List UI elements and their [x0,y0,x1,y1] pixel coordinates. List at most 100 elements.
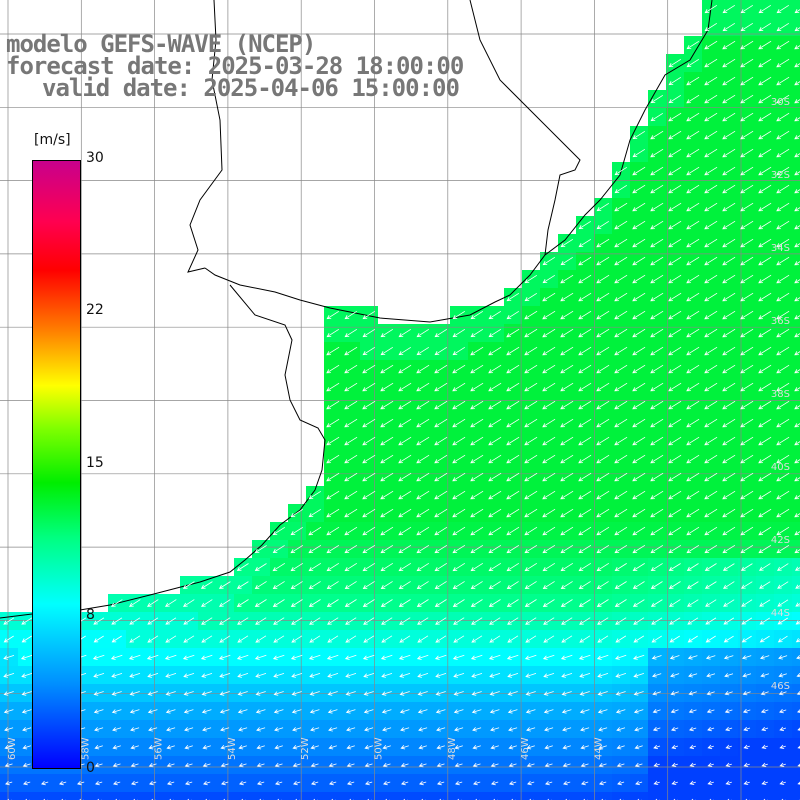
wind-arrow [722,472,736,482]
wind-arrow [651,635,663,643]
wind-arrow [362,544,376,554]
wind-speed-cell [792,486,800,504]
wind-arrow [344,599,357,607]
wind-arrow [526,727,536,732]
wind-arrow [416,436,430,446]
wind-arrow [705,655,716,660]
wind-arrow [398,544,412,554]
wind-speed-cell [594,792,612,800]
wind-arrow [220,762,229,768]
wind-arrow [705,635,716,643]
wind-arrow [740,292,754,302]
wind-arrow [311,780,319,786]
wind-arrow [741,635,752,643]
wind-speed-cell [522,792,540,800]
wind-arrow [507,635,519,643]
wind-arrow [130,762,139,768]
wind-arrow [308,654,321,660]
wind-arrow [291,691,302,696]
wind-arrow [470,581,483,590]
wind-arrow [488,382,502,392]
wind-arrow [776,238,790,248]
wind-arrow [668,274,682,284]
wind-arrow [308,526,322,536]
wind-arrow [310,762,319,768]
wind-arrow [578,310,592,320]
wind-arrow [544,727,554,732]
wind-arrow [579,709,590,714]
latitude-label: 30S [771,97,790,108]
wind-arrow [506,490,520,500]
wind-arrow [740,148,754,158]
wind-speed-cell [774,792,792,800]
wind-arrow [542,418,556,428]
wind-speed-cell [0,792,18,800]
wind-arrow [542,274,556,284]
wind-arrow [470,364,484,374]
wind-arrow [759,599,771,607]
wind-arrow [560,400,574,410]
wind-arrow [183,635,195,643]
wind-arrow [507,617,519,625]
wind-arrow [668,472,682,482]
wind-arrow [632,400,646,410]
wind-arrow [650,382,664,392]
wind-arrow [560,292,574,302]
wind-arrow [488,454,502,464]
wind-arrow [653,762,660,767]
wind-arrow [740,526,754,536]
wind-arrow [147,709,158,714]
wind-arrow [290,581,303,590]
wind-arrow [776,256,790,266]
wind-arrow [200,599,213,607]
wind-arrow [596,508,610,518]
wind-arrow [777,581,789,589]
wind-arrow [705,617,717,625]
wind-arrow [779,780,786,785]
wind-arrow [112,745,121,750]
wind-arrow [434,346,448,356]
wind-arrow [237,691,248,696]
wind-arrow [470,436,484,446]
wind-arrow [471,617,483,625]
wind-arrow [596,364,610,374]
wind-arrow [290,544,304,554]
wind-arrow [398,599,411,607]
wind-arrow [363,691,374,696]
wind-arrow [452,400,466,410]
wind-arrow [650,310,664,320]
wind-arrow [686,400,700,410]
wind-arrow [166,762,175,768]
wind-arrow [452,508,466,518]
wind-arrow [148,727,158,732]
wind-arrow [166,745,175,750]
wind-arrow [490,762,499,768]
wind-arrow [579,673,591,678]
wind-arrow [686,454,700,464]
wind-arrow [776,4,790,14]
wind-arrow [686,130,700,140]
wind-arrow [256,727,266,732]
wind-arrow [416,328,430,338]
wind-arrow [650,184,664,194]
wind-arrow [542,654,555,660]
wind-arrow [758,490,772,500]
wind-arrow [742,708,751,714]
wind-arrow [254,563,267,571]
wind-speed-cell [792,720,800,738]
wind-arrow [633,635,645,643]
wind-arrow [596,220,610,230]
wind-arrow [668,130,682,140]
wind-arrow [489,709,500,714]
wind-arrow [722,40,736,50]
wind-arrow [183,691,194,696]
wind-arrow [740,184,754,194]
wind-arrow [344,544,358,554]
wind-arrow [453,691,464,696]
wind-arrow [580,745,589,750]
wind-arrow [164,599,177,607]
wind-arrow [472,762,481,768]
wind-arrow [542,544,556,554]
wind-arrow [632,238,646,248]
wind-arrow [488,654,501,660]
